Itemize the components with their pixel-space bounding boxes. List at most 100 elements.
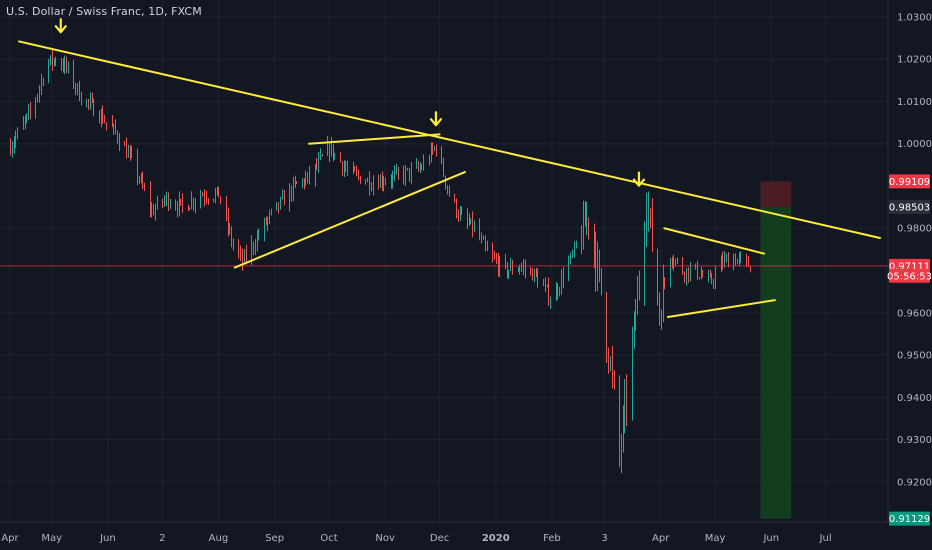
candle-body [12, 147, 13, 154]
candle-body [54, 59, 55, 64]
candle-body [644, 232, 645, 287]
candle-body [291, 188, 292, 197]
candle-body [728, 256, 729, 268]
candle-body [345, 166, 346, 169]
candle-body [280, 198, 281, 208]
candle-body [99, 115, 100, 122]
candle-body [394, 172, 395, 175]
candle-body [50, 55, 51, 63]
candle-body [441, 151, 442, 162]
candle-body [271, 209, 272, 213]
x-tick-label: Aug [209, 533, 229, 544]
candle-body [550, 300, 551, 302]
candle-body [601, 268, 602, 293]
candle-body [576, 242, 577, 246]
candle-body [637, 288, 638, 315]
candle-body [369, 178, 370, 189]
y-tick-label: 1.01000 [897, 97, 932, 108]
candle-body [257, 235, 258, 247]
candle-body [119, 139, 120, 146]
candle-body [318, 158, 319, 167]
candle-body [383, 183, 384, 185]
candle-body [86, 100, 87, 104]
candle-body [740, 256, 741, 258]
candle-body [14, 142, 15, 148]
candle-body [35, 100, 36, 112]
candle-body [200, 195, 201, 203]
stop-loss-zone [760, 181, 792, 207]
candle-body [429, 159, 430, 161]
symbol-title[interactable]: U.S. Dollar / Swiss Franc, 1D, FXCM [6, 5, 202, 18]
candle-body [456, 200, 457, 215]
candle-body [282, 195, 283, 199]
candle-body [518, 269, 519, 272]
candle-body [238, 244, 239, 253]
candle-body [443, 161, 444, 176]
candle-body [61, 62, 62, 66]
candle-body [293, 181, 294, 197]
candle-body [677, 259, 678, 261]
candle-body [585, 211, 586, 227]
candle-body [251, 243, 252, 259]
candle-body [229, 228, 230, 230]
candle-body [342, 162, 343, 171]
candle-body [195, 202, 196, 205]
candle-body [25, 119, 26, 122]
candle-body [365, 181, 366, 184]
trend-lines[interactable] [18, 18, 881, 319]
candle-body [360, 176, 361, 184]
candle-body [621, 445, 622, 455]
candle-body [748, 259, 749, 267]
candle-body [523, 266, 524, 268]
candle-body [398, 169, 399, 173]
candle-body [367, 178, 368, 182]
candle-body [548, 285, 549, 302]
position-zones[interactable] [760, 181, 792, 519]
candle-body [690, 267, 691, 277]
candle-body [737, 259, 738, 265]
candle-body [479, 224, 480, 239]
x-tick-label: 2 [159, 533, 165, 544]
candle-body [284, 195, 285, 206]
candle-body [574, 245, 575, 254]
candle-body [157, 199, 158, 209]
candle-body [191, 199, 192, 208]
candle-body [188, 205, 189, 211]
candle-body [162, 199, 163, 203]
candle-body [697, 263, 698, 278]
candle-body [487, 246, 488, 251]
time-axis[interactable]: Apr May Jun 2 Aug Sep Oct Nov Dec 2020 Feb 3 Apr May J… [1, 533, 831, 544]
candle-body [403, 172, 404, 180]
candle-body [519, 268, 520, 270]
candle-body [664, 281, 665, 285]
price-label-box [889, 199, 930, 214]
candle-body [701, 275, 702, 279]
down-arrow-icon [429, 111, 443, 127]
candle-body [606, 292, 607, 353]
candle-body [588, 218, 589, 227]
candle-body [228, 214, 229, 229]
candle-body [418, 164, 419, 169]
candle-body [258, 235, 259, 237]
candle-body [537, 274, 538, 286]
candle-body [405, 168, 406, 180]
x-tick-label: 2020 [482, 533, 510, 544]
candle-body [581, 242, 582, 248]
candle-body [218, 187, 219, 198]
candle-body [672, 259, 673, 263]
candle-body [353, 167, 354, 170]
candle-body [407, 168, 408, 170]
candle-body [547, 285, 548, 287]
candle-body [711, 276, 712, 282]
candle-body [610, 361, 611, 367]
candle-body [15, 136, 16, 143]
price-label-text: 0.98503 [889, 202, 930, 213]
candle-body [88, 100, 89, 103]
y-tick-label: 0.92000 [897, 477, 932, 488]
candle-body [215, 192, 216, 200]
candle-body [331, 144, 332, 155]
